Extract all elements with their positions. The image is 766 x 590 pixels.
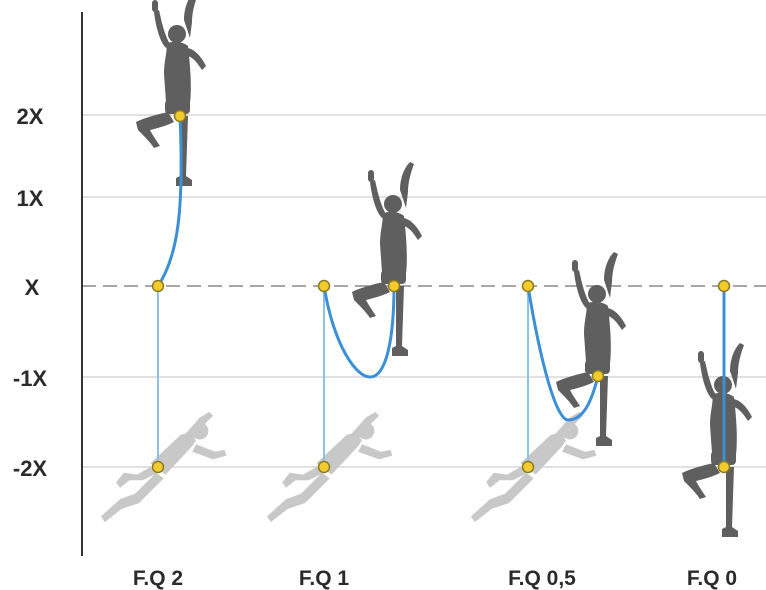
anchor-point-icon — [521, 279, 535, 293]
anchor-point-icon — [521, 460, 535, 474]
anchor-point-icon — [591, 369, 605, 383]
anchor-point-icon — [151, 279, 165, 293]
rope-path — [156, 115, 183, 287]
y-label-1x: 1X — [17, 186, 44, 211]
y-label-2x: 2X — [17, 104, 44, 129]
climber-icon — [136, 0, 206, 186]
y-label-minus-1x: -1X — [13, 366, 48, 391]
scenario-fq05 — [471, 252, 626, 523]
scenario-label-fq05: F.Q 0,5 — [508, 567, 576, 590]
scenario-label-fq2: F.Q 2 — [133, 567, 183, 590]
scenario-fq0 — [682, 279, 752, 537]
anchor-point-icon — [717, 460, 731, 474]
scenario-fq1 — [267, 162, 422, 523]
y-label-x: X — [25, 275, 40, 300]
anchor-point-icon — [717, 279, 731, 293]
climber-icon — [352, 162, 422, 356]
anchor-point-icon — [173, 109, 187, 123]
y-label-minus-2x: -2X — [13, 456, 48, 481]
climber-icon — [556, 252, 626, 446]
anchor-point-icon — [387, 279, 401, 293]
climber-icon — [682, 343, 752, 537]
scenario-fq2 — [101, 0, 227, 523]
rope-path — [526, 285, 600, 422]
anchor-point-icon — [317, 279, 331, 293]
scenario-label-fq1: F.Q 1 — [299, 567, 350, 590]
anchor-point-icon — [317, 460, 331, 474]
rope-path — [322, 285, 396, 379]
scenario-label-fq0: F.Q 0 — [687, 567, 737, 590]
anchor-point-icon — [151, 460, 165, 474]
